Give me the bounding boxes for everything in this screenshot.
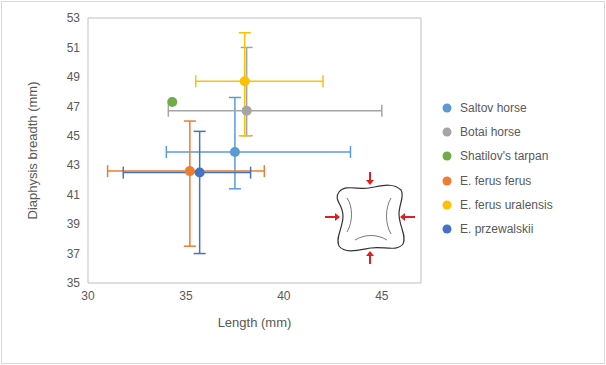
svg-text:43: 43 [67,158,81,172]
svg-text:51: 51 [67,41,81,55]
svg-text:45: 45 [67,129,81,143]
svg-text:45: 45 [375,289,389,303]
svg-text:39: 39 [67,217,81,231]
svg-text:40: 40 [277,289,291,303]
svg-text:Diaphysis breadth (mm): Diaphysis breadth (mm) [25,82,40,220]
svg-text:35: 35 [67,276,81,290]
svg-text:Length (mm): Length (mm) [218,315,292,330]
html-text:E. przewalskii: E. przewalskii [460,222,534,236]
svg-text:47: 47 [67,100,81,114]
svg-text:49: 49 [67,70,81,84]
html-text:E. ferus uralensis: E. ferus uralensis [460,197,553,212]
html-text:Botai horse: Botai horse [460,125,521,140]
svg-text:41: 41 [67,188,81,202]
svg-text:37: 37 [67,247,81,261]
svg-text:30: 30 [81,289,95,303]
html-text:E. ferus ferus: E. ferus ferus [460,173,532,188]
svg-text:53: 53 [67,11,81,25]
html-text:Shatilov's tarpan: Shatilov's tarpan [460,149,549,164]
html-text:Saltov horse: Saltov horse [460,101,527,116]
svg-text:35: 35 [179,289,193,303]
